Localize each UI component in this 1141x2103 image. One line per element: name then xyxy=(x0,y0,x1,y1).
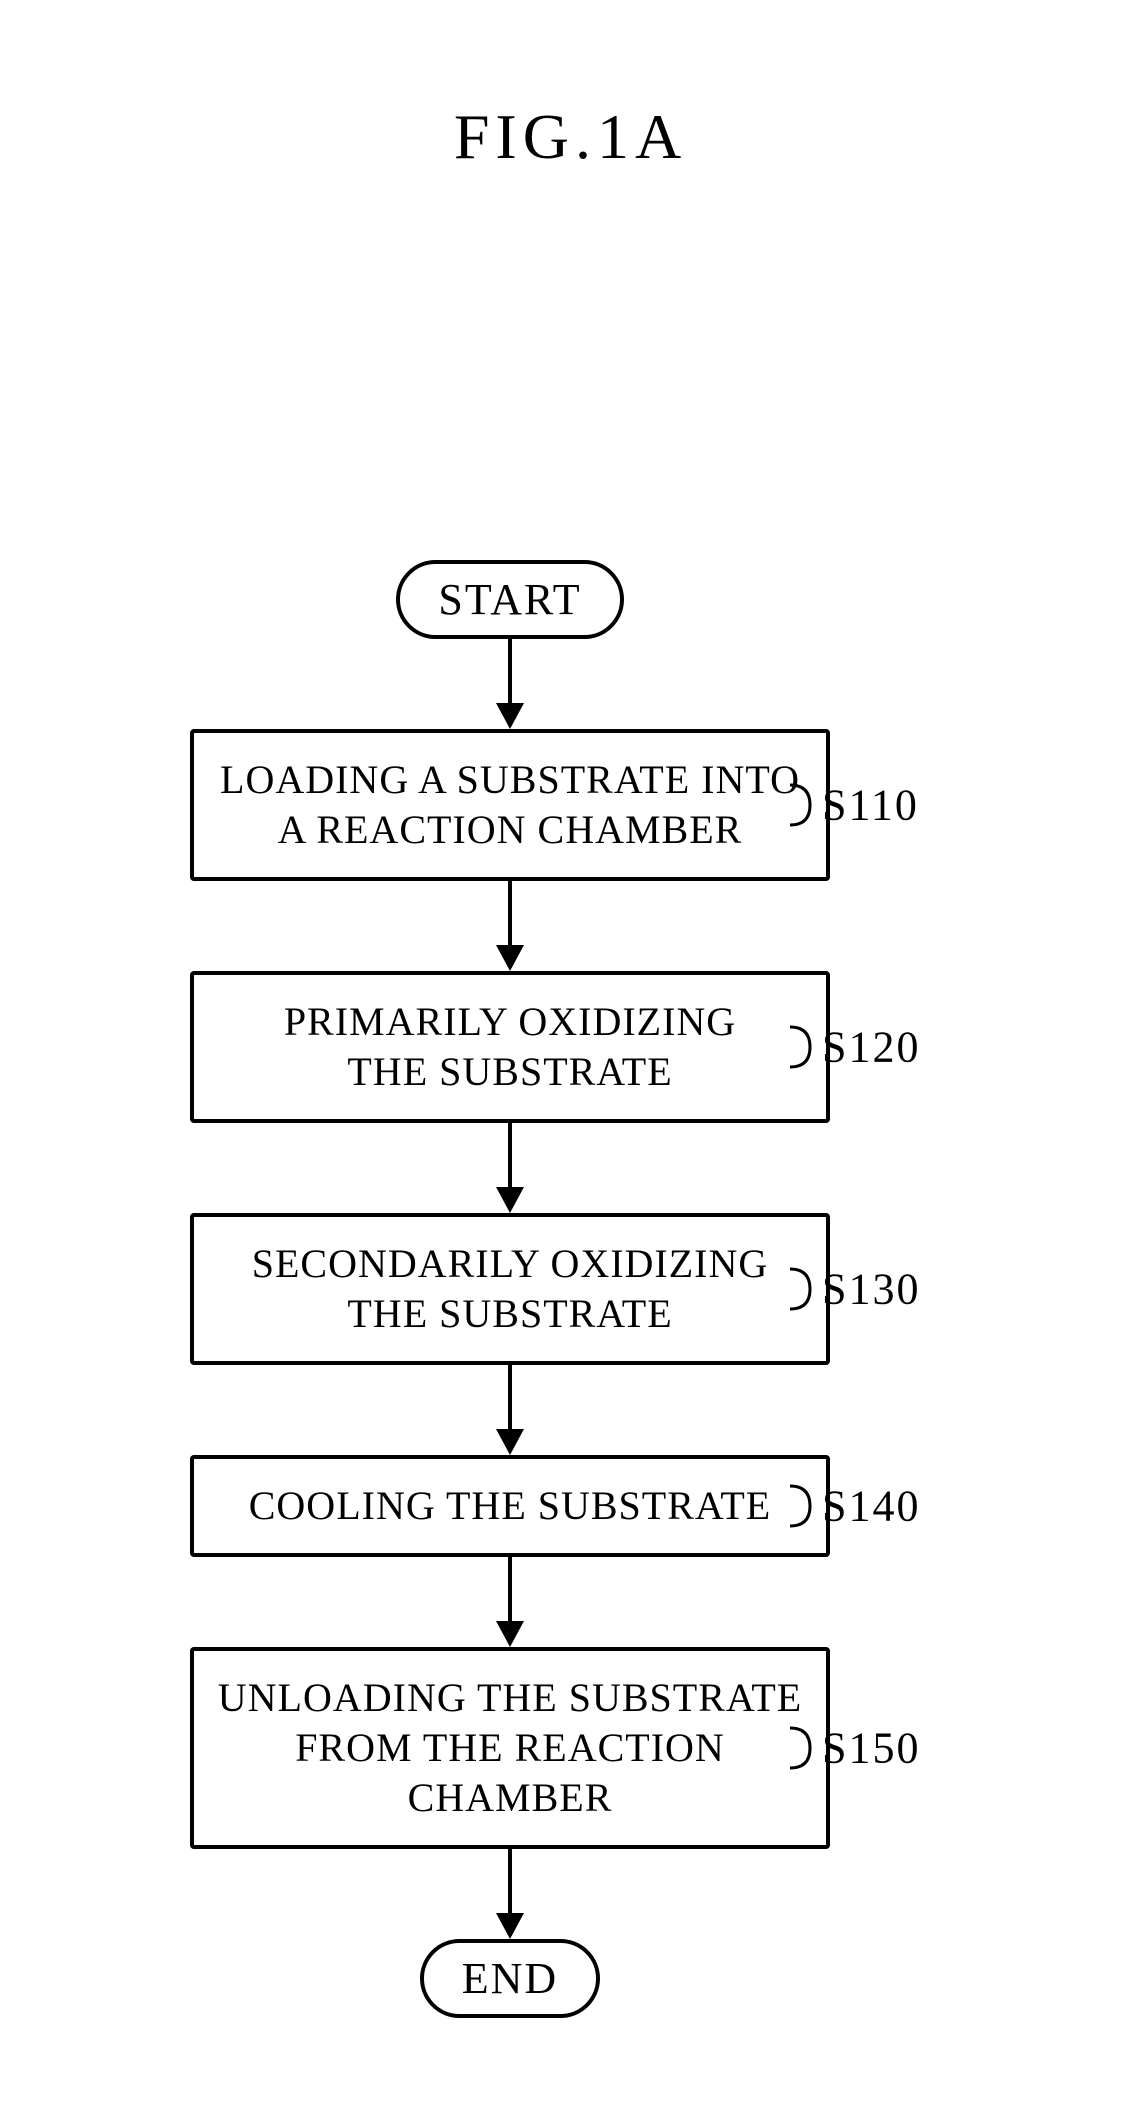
process-box: PRIMARILY OXIDIZINGTHE SUBSTRATE xyxy=(190,971,830,1123)
process-box: UNLOADING THE SUBSTRATEFROM THE REACTION… xyxy=(190,1647,830,1849)
process-box: SECONDARILY OXIDIZINGTHE SUBSTRATE xyxy=(190,1213,830,1365)
arrow xyxy=(150,639,870,729)
step-label: S110 xyxy=(822,780,919,831)
step-label: S120 xyxy=(822,1022,920,1073)
process-box: COOLING THE SUBSTRATE xyxy=(190,1455,830,1557)
arrow xyxy=(150,1849,870,1939)
arrow xyxy=(150,1365,870,1455)
step-label: S130 xyxy=(822,1264,920,1315)
step-s140: COOLING THE SUBSTRATE S140 xyxy=(150,1455,870,1557)
figure-title: FIG.1A xyxy=(0,100,1141,174)
arrow xyxy=(150,1557,870,1647)
step-label: S140 xyxy=(822,1481,920,1532)
step-s110: LOADING A SUBSTRATE INTOA REACTION CHAMB… xyxy=(150,729,870,881)
step-s150: UNLOADING THE SUBSTRATEFROM THE REACTION… xyxy=(150,1647,870,1849)
start-terminator: START xyxy=(396,560,623,639)
arrow xyxy=(150,1123,870,1213)
step-label: S150 xyxy=(822,1723,920,1774)
process-box: LOADING A SUBSTRATE INTOA REACTION CHAMB… xyxy=(190,729,830,881)
step-s130: SECONDARILY OXIDIZINGTHE SUBSTRATE S130 xyxy=(150,1213,870,1365)
flowchart-container: START LOADING A SUBSTRATE INTOA REACTION… xyxy=(150,560,870,2018)
end-terminator: END xyxy=(420,1939,600,2018)
arrow xyxy=(150,881,870,971)
step-s120: PRIMARILY OXIDIZINGTHE SUBSTRATE S120 xyxy=(150,971,870,1123)
